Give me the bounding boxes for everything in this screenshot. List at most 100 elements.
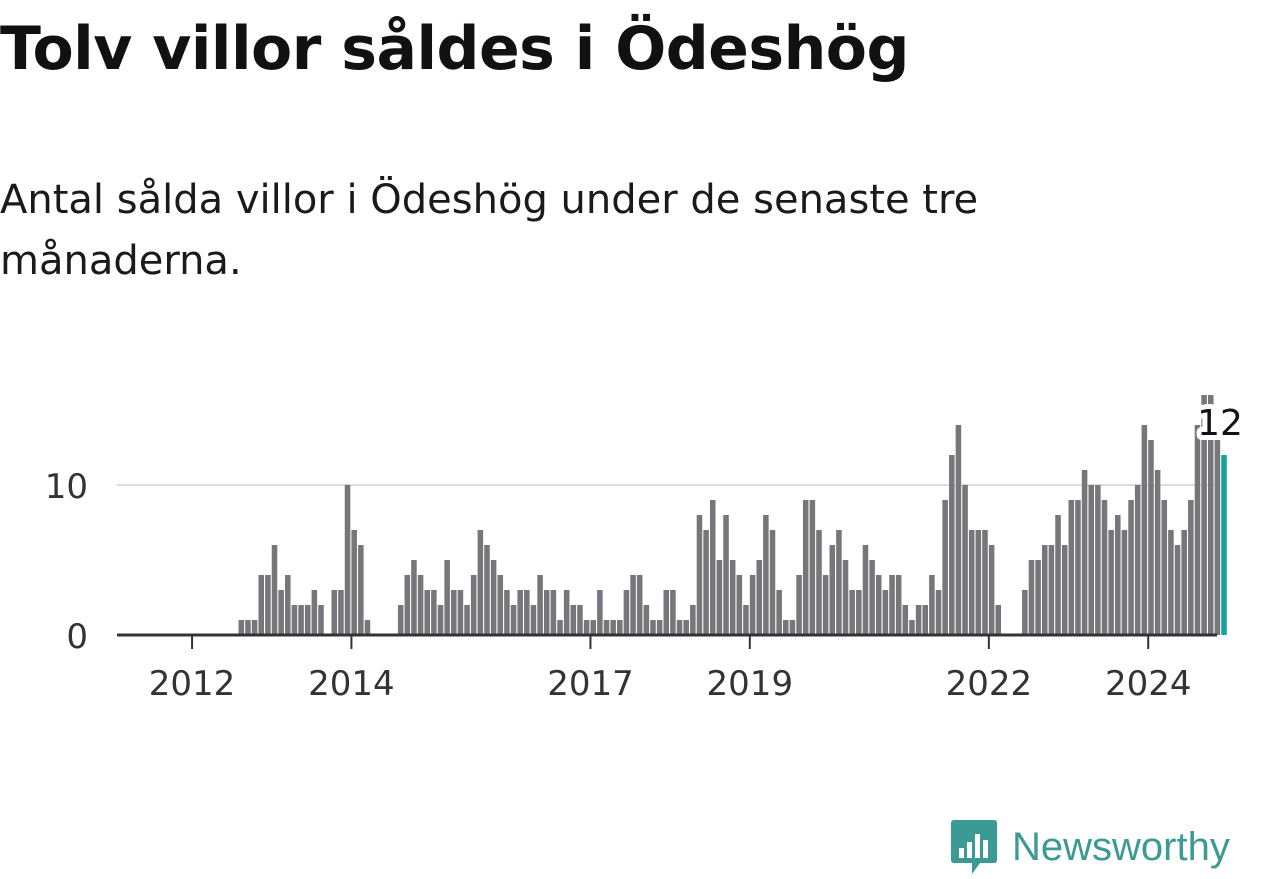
bar (709, 500, 716, 635)
bar (577, 605, 583, 635)
bar (351, 530, 357, 635)
highlight-label-halo: 12 (1197, 403, 1243, 444)
bar (1028, 560, 1035, 635)
bar (822, 575, 829, 635)
bar (1075, 500, 1081, 635)
bar (935, 590, 942, 635)
bar (358, 545, 364, 635)
bar (630, 575, 636, 635)
bar (829, 545, 836, 635)
bar (1061, 545, 1068, 635)
bar (869, 560, 875, 635)
bar (975, 530, 982, 635)
bar (690, 605, 696, 635)
bar (258, 575, 264, 635)
bar (650, 620, 656, 635)
bar (1081, 470, 1088, 635)
newsworthy-logo-icon (951, 820, 997, 874)
chart-subtitle: Antal sålda villor i Ödeshög under de se… (0, 177, 979, 284)
bar (543, 590, 550, 635)
bar (1041, 545, 1048, 635)
bar (1161, 500, 1168, 635)
bar (517, 590, 523, 635)
bar (1168, 530, 1174, 635)
bar (816, 530, 822, 635)
bar (1194, 425, 1201, 635)
bar (889, 575, 895, 635)
bar (1201, 395, 1207, 635)
axis-layer (117, 633, 1217, 649)
bar (251, 620, 258, 635)
bar (304, 605, 311, 635)
bar (636, 575, 643, 635)
newsworthy-logo: Newsworthy (950, 816, 1230, 878)
bar (743, 605, 749, 635)
bar (597, 590, 603, 635)
y-tick-label: 10 (45, 467, 88, 507)
bar (703, 530, 709, 635)
bar (836, 530, 842, 635)
bar (457, 590, 464, 635)
bar (530, 605, 537, 635)
bar (1121, 530, 1128, 635)
bar (1148, 440, 1154, 635)
bar (968, 530, 975, 635)
bar (524, 590, 530, 635)
bar (1207, 395, 1214, 635)
newsworthy-logo-text: Newsworthy (1012, 824, 1230, 869)
bar (603, 620, 610, 635)
bar (1188, 500, 1194, 635)
bar (497, 575, 504, 635)
bar (796, 575, 802, 635)
bar (490, 560, 497, 635)
bar (949, 455, 955, 635)
bar (716, 560, 723, 635)
bar (504, 590, 510, 635)
bar (663, 590, 670, 635)
bar (583, 620, 590, 635)
bar (563, 590, 570, 635)
x-tick-label: 2019 (707, 664, 794, 704)
bar (783, 620, 789, 635)
bar (1022, 590, 1028, 635)
bar (776, 590, 782, 635)
bar (729, 560, 736, 635)
bar (464, 605, 470, 635)
x-tick-label: 2017 (547, 664, 634, 704)
bar (397, 605, 404, 635)
bar (1101, 500, 1108, 635)
bar (291, 605, 298, 635)
bar (424, 590, 430, 635)
bar (756, 560, 762, 635)
bar (955, 425, 962, 635)
bar (477, 530, 484, 635)
bar (338, 590, 344, 635)
y-tick-label: 0 (66, 617, 88, 657)
bar (875, 575, 882, 635)
bar (1035, 560, 1041, 635)
bar (557, 620, 563, 635)
bar (411, 560, 417, 635)
bar (902, 605, 909, 635)
bar (942, 500, 948, 635)
bar (769, 530, 776, 635)
bar (444, 560, 450, 635)
bar (915, 605, 922, 635)
bar (995, 605, 1002, 635)
bar (484, 545, 490, 635)
bar (331, 590, 338, 635)
bar (922, 605, 928, 635)
bar (344, 485, 351, 635)
bar (431, 590, 437, 635)
bar (1108, 530, 1114, 635)
bar (1115, 515, 1121, 635)
bar (670, 590, 676, 635)
bar (278, 590, 284, 635)
bar (285, 575, 291, 635)
bar (988, 545, 995, 635)
bar (550, 590, 557, 635)
bar (643, 605, 650, 635)
bar (610, 620, 616, 635)
bar (1048, 545, 1055, 635)
